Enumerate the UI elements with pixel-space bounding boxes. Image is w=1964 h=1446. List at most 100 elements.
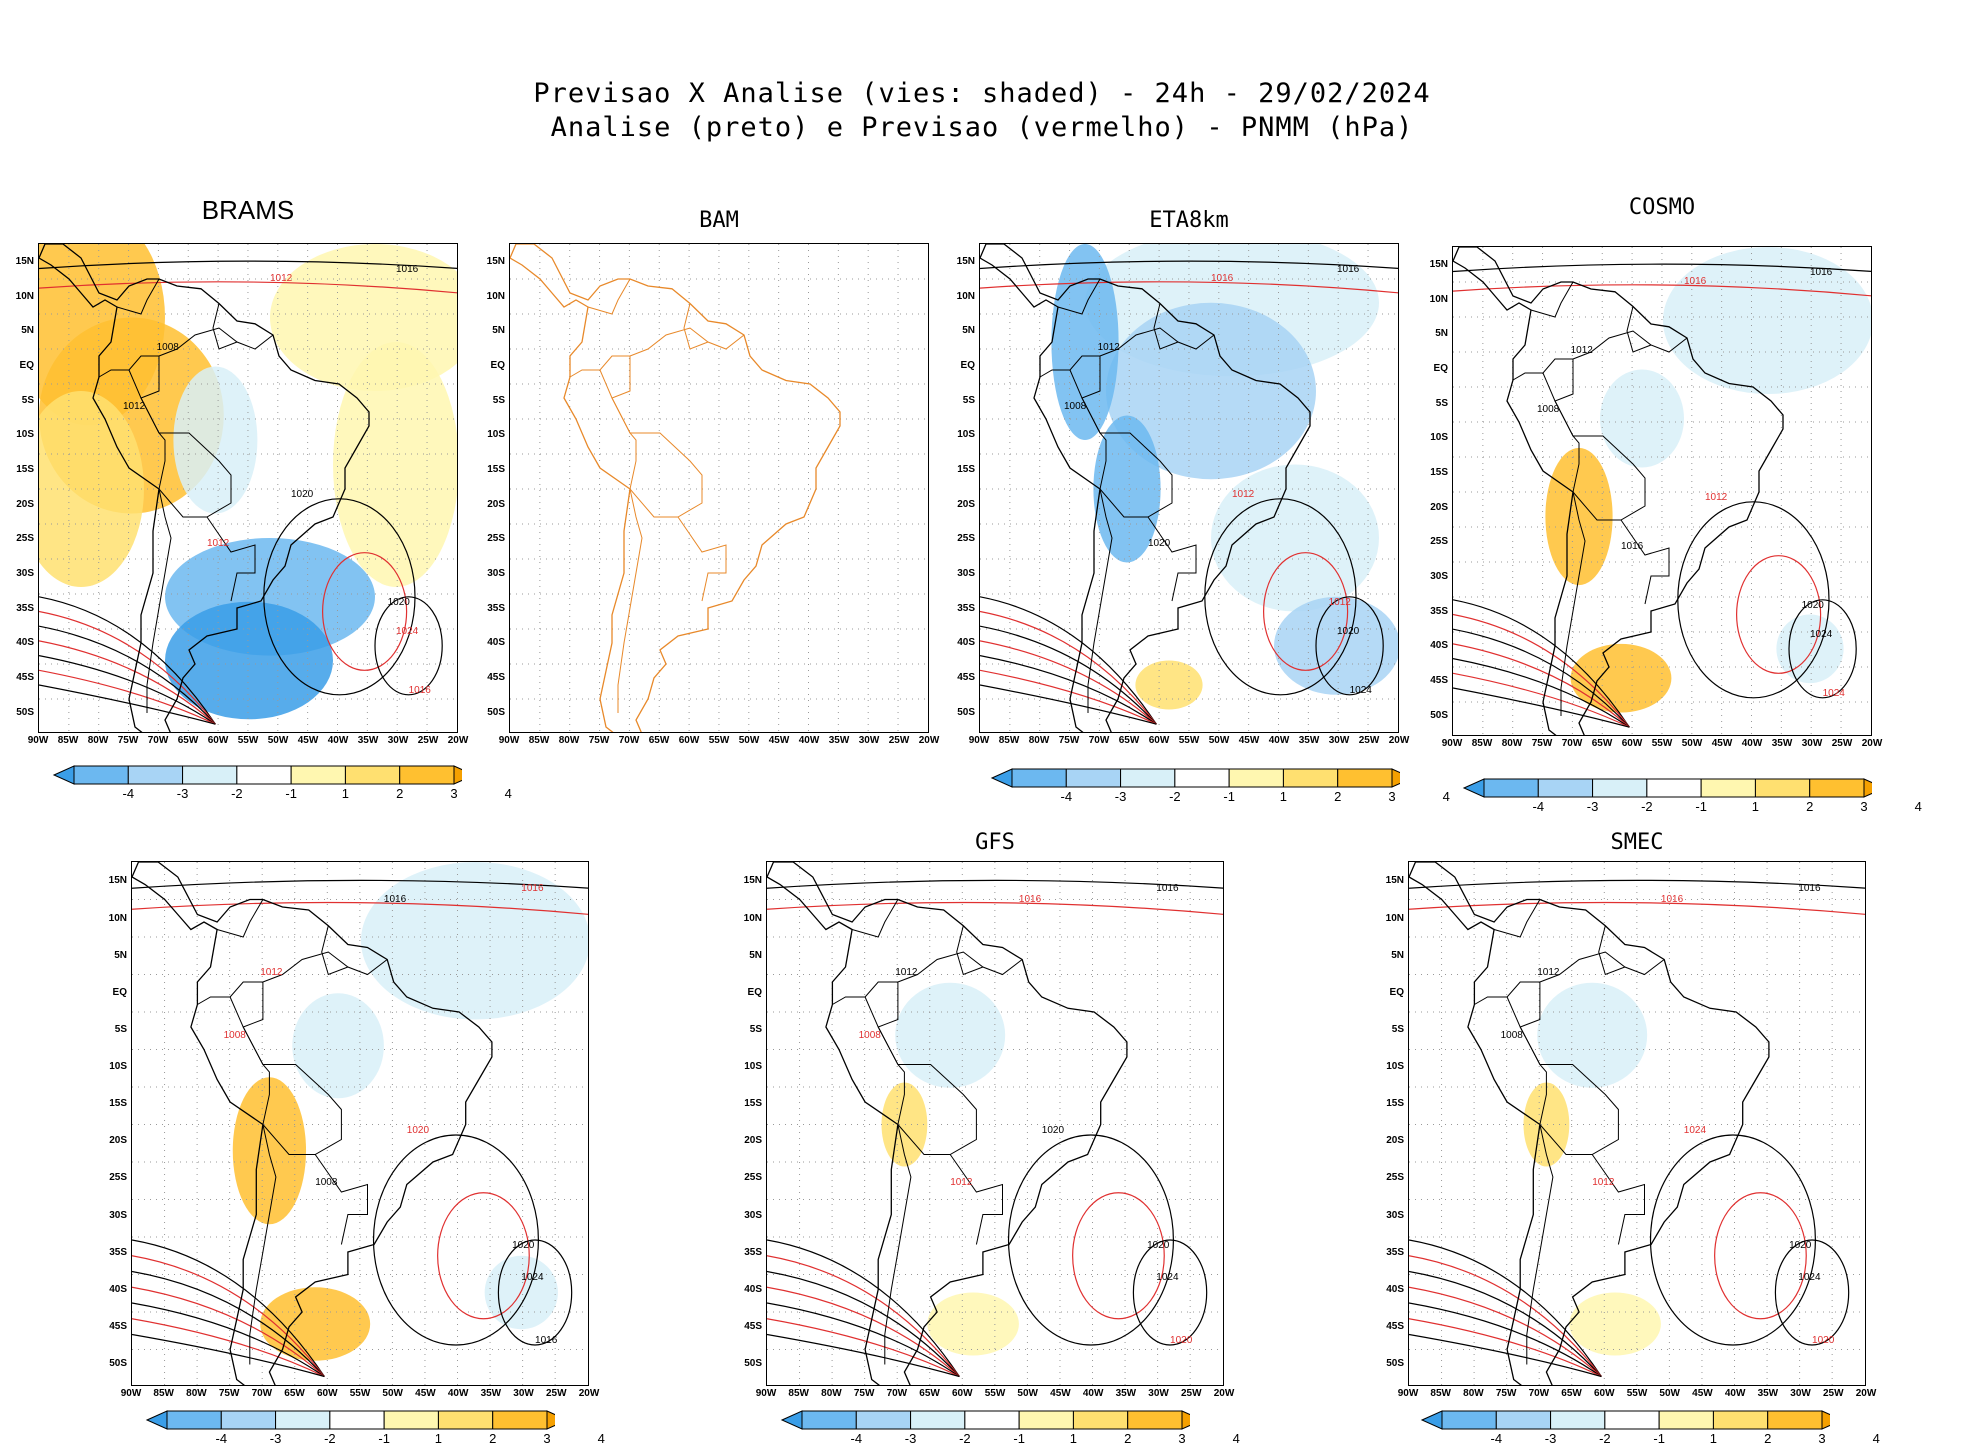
lat-tick-label: 15N	[15, 256, 34, 268]
bias-area	[232, 1077, 307, 1225]
isobar-line	[1453, 672, 1630, 728]
country-border	[1626, 306, 1652, 353]
lon-tick-label: 60W	[317, 1388, 338, 1399]
lon-tick-label: 75W	[853, 1388, 875, 1399]
lat-tick-label: 50S	[1430, 709, 1448, 721]
panel-title-brams: BRAMS	[201, 195, 295, 225]
bias-area	[927, 1292, 1019, 1356]
isobar-line	[39, 260, 457, 270]
lat-tick-label: 25S	[16, 533, 34, 545]
lon-tick-label: 70W	[1528, 1388, 1550, 1399]
lat-tick-label: 40S	[1430, 640, 1448, 652]
lon-tick-label: 50W	[1208, 735, 1230, 746]
lon-tick-label: 35W	[1298, 735, 1320, 746]
bias-area	[1093, 415, 1161, 563]
isobar-label: 1008	[858, 1030, 881, 1041]
lat-tick-label: 35S	[487, 602, 505, 614]
lon-tick-label: 80W	[87, 735, 109, 746]
colorbar-segment	[1282, 768, 1339, 788]
lon-tick-label: 90W	[968, 735, 990, 746]
isobar-line	[1132, 1239, 1208, 1346]
isobar-label: 1020	[1789, 1240, 1812, 1251]
lat-tick-label: 15S	[1386, 1098, 1404, 1110]
colorbar-smec: -4 -3 -2 -1 1 2 3 4	[1420, 1410, 1880, 1446]
lon-tick-label: 35W	[1771, 738, 1793, 749]
isobar-line	[322, 552, 408, 671]
map-svg-brams	[39, 244, 457, 732]
country-border	[229, 996, 270, 1125]
colorbar-segment	[1821, 1410, 1844, 1430]
colorbar-segment	[1420, 1410, 1443, 1430]
lon-tick-label: 35W	[1115, 1388, 1137, 1399]
isobar-label: 1016	[1798, 883, 1821, 894]
lon-tick-label: 90W	[1397, 1388, 1419, 1399]
colorbar-label: 4	[597, 1431, 605, 1446]
isobar-label: 1016	[1211, 273, 1234, 285]
isobar-label: 1012	[1232, 489, 1255, 500]
lon-tick-label: 60W	[207, 735, 229, 746]
isobar-label: 1024	[521, 1271, 544, 1283]
lat-tick-label: 5N	[1435, 328, 1448, 340]
lon-tick-label: 50W	[1017, 1388, 1038, 1399]
isobar-line	[767, 901, 1223, 915]
lat-tick-label: 10S	[109, 1061, 127, 1073]
colorbar-label: -1	[378, 1431, 390, 1446]
lat-tick-label: 45S	[487, 671, 505, 683]
colorbar-label: -4	[122, 786, 135, 801]
isobar-line	[1714, 1192, 1807, 1320]
country-border	[1526, 1124, 1554, 1365]
colorbar-label: -4	[1060, 789, 1073, 804]
panel-title-bam: BAM	[699, 208, 739, 233]
lat-tick-label: 45S	[744, 1320, 762, 1332]
bias-area	[165, 601, 333, 720]
lon-tick-label: 50W	[267, 735, 289, 746]
colorbar-label: -2	[1599, 1431, 1611, 1446]
country-border	[832, 981, 898, 1005]
country-border	[1057, 278, 1101, 315]
isobar-label: 1012	[1570, 345, 1593, 356]
country-border	[851, 899, 899, 938]
lon-tick-label: 25W	[1823, 1388, 1844, 1399]
lat-tick-label: 10S	[1430, 432, 1448, 444]
colorbar-segment	[1072, 1410, 1129, 1430]
colorbar-segment	[1462, 778, 1485, 798]
lat-tick-label: EQ	[490, 360, 505, 371]
colorbar-label: -4	[215, 1431, 228, 1446]
isobar-line	[1453, 658, 1630, 728]
colorbar-segment	[1337, 768, 1393, 788]
lon-tick-label: 45W	[1050, 1388, 1071, 1399]
lon-tick-label: 60W	[1594, 1388, 1615, 1399]
lat-tick-label: 10S	[16, 429, 34, 441]
lat-tick-label: 30S	[16, 567, 34, 579]
lat-tick-label: 50S	[744, 1358, 762, 1370]
isobar-line	[980, 260, 1398, 270]
lon-tick-label: 25W	[888, 735, 910, 746]
lat-tick-label: 5N	[21, 325, 34, 337]
lon-tick-label: 55W	[237, 735, 259, 746]
lon-tick-label: 70W	[1561, 738, 1583, 749]
map-svg-wrf	[132, 862, 588, 1385]
isobar-line	[1409, 879, 1865, 889]
isobar-line	[39, 625, 216, 725]
colorbar-segment	[1646, 778, 1702, 798]
colorbar-segment	[1174, 768, 1230, 788]
colorbar-segment	[1658, 1410, 1714, 1430]
isobar-label: 1008	[1500, 1030, 1523, 1041]
colorbar-segment	[1120, 768, 1176, 788]
isobar-label: 1012	[260, 967, 283, 978]
lon-tick-label: 65W	[919, 1388, 940, 1399]
panel-title-eta8km: ETA8km	[1149, 208, 1229, 233]
colorbar-segment	[855, 1410, 912, 1430]
isobar-line	[1453, 687, 1630, 728]
isobar-line	[1409, 1239, 1602, 1377]
lat-tick-label: 5N	[492, 325, 505, 337]
bias-area	[1776, 614, 1844, 684]
isobar-label: 1020	[291, 489, 314, 500]
lat-tick-label: 5N	[114, 949, 127, 961]
isobar-label: 1020	[512, 1240, 535, 1251]
lon-tick-label: 45W	[1711, 738, 1733, 749]
colorbar-label: 4	[1872, 1431, 1880, 1446]
isobar-label: 1016	[408, 685, 431, 696]
coastline	[767, 862, 1128, 1385]
isobar-line	[39, 596, 216, 725]
